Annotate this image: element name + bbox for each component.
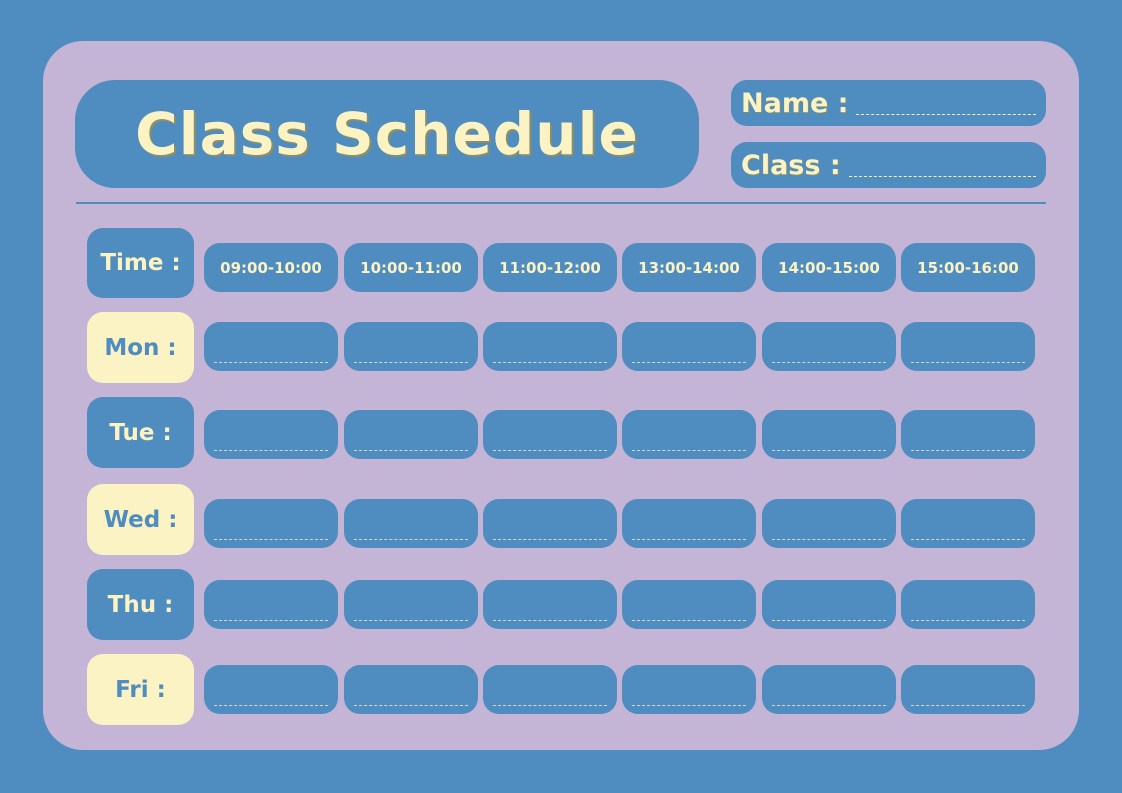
class-label: Class : xyxy=(741,149,841,181)
day-label-thu: Thu : xyxy=(87,569,194,640)
schedule-cell[interactable] xyxy=(483,410,617,459)
schedule-cell[interactable] xyxy=(344,580,478,629)
name-input-line[interactable] xyxy=(856,113,1036,115)
cell-write-line xyxy=(354,362,468,363)
schedule-cell[interactable] xyxy=(344,322,478,371)
schedule-cell[interactable] xyxy=(901,665,1035,714)
schedule-cell[interactable] xyxy=(622,322,756,371)
schedule-cell[interactable] xyxy=(483,499,617,548)
cell-write-line xyxy=(911,362,1025,363)
schedule-cell[interactable] xyxy=(762,410,896,459)
schedule-cell[interactable] xyxy=(901,580,1035,629)
name-field[interactable]: Name : xyxy=(731,80,1046,126)
cell-write-line xyxy=(493,450,607,451)
divider xyxy=(76,202,1046,204)
schedule-cell[interactable] xyxy=(483,665,617,714)
cell-write-line xyxy=(772,362,886,363)
time-slot-text: 15:00-16:00 xyxy=(917,258,1019,277)
time-slot-text: 10:00-11:00 xyxy=(360,258,462,277)
schedule-cell[interactable] xyxy=(901,410,1035,459)
page-title: Class Schedule xyxy=(135,100,639,168)
schedule-cell[interactable] xyxy=(204,322,338,371)
time-slot-header: 10:00-11:00 xyxy=(344,243,478,292)
time-slot-header: 11:00-12:00 xyxy=(483,243,617,292)
time-slot-header: 14:00-15:00 xyxy=(762,243,896,292)
class-field[interactable]: Class : xyxy=(731,142,1046,188)
schedule-cell[interactable] xyxy=(483,322,617,371)
cell-write-line xyxy=(632,705,746,706)
cell-write-line xyxy=(632,362,746,363)
schedule-cell[interactable] xyxy=(762,665,896,714)
cell-write-line xyxy=(493,705,607,706)
cell-write-line xyxy=(911,620,1025,621)
cell-write-line xyxy=(632,450,746,451)
time-label: Time : xyxy=(87,228,194,298)
schedule-cell[interactable] xyxy=(622,665,756,714)
time-slot-text: 09:00-10:00 xyxy=(220,258,322,277)
schedule-cell[interactable] xyxy=(622,410,756,459)
cell-write-line xyxy=(911,705,1025,706)
cell-write-line xyxy=(772,620,886,621)
schedule-cell[interactable] xyxy=(622,580,756,629)
cell-write-line xyxy=(493,362,607,363)
cell-write-line xyxy=(911,450,1025,451)
cell-write-line xyxy=(214,539,328,540)
time-slot-text: 14:00-15:00 xyxy=(778,258,880,277)
schedule-cell[interactable] xyxy=(762,580,896,629)
cell-write-line xyxy=(214,362,328,363)
title-banner: Class Schedule xyxy=(75,80,699,188)
cell-write-line xyxy=(214,705,328,706)
cell-write-line xyxy=(772,705,886,706)
cell-write-line xyxy=(632,620,746,621)
schedule-cell[interactable] xyxy=(622,499,756,548)
time-slot-header: 13:00-14:00 xyxy=(622,243,756,292)
name-label: Name : xyxy=(741,87,849,119)
time-slot-header: 09:00-10:00 xyxy=(204,243,338,292)
time-slot-header: 15:00-16:00 xyxy=(901,243,1035,292)
day-label-tue: Tue : xyxy=(87,397,194,468)
cell-write-line xyxy=(772,450,886,451)
day-label-wed: Wed : xyxy=(87,484,194,555)
cell-write-line xyxy=(911,539,1025,540)
cell-write-line xyxy=(354,620,468,621)
day-label-mon: Mon : xyxy=(87,312,194,383)
schedule-cell[interactable] xyxy=(344,499,478,548)
cell-write-line xyxy=(354,450,468,451)
class-input-line[interactable] xyxy=(848,175,1036,177)
schedule-cell[interactable] xyxy=(204,410,338,459)
schedule-cell[interactable] xyxy=(204,499,338,548)
cell-write-line xyxy=(493,539,607,540)
schedule-cell[interactable] xyxy=(204,665,338,714)
schedule-cell[interactable] xyxy=(344,665,478,714)
cell-write-line xyxy=(214,450,328,451)
cell-write-line xyxy=(493,620,607,621)
time-slot-text: 11:00-12:00 xyxy=(499,258,601,277)
schedule-cell[interactable] xyxy=(901,499,1035,548)
day-label-fri: Fri : xyxy=(87,654,194,725)
cell-write-line xyxy=(354,705,468,706)
schedule-cell[interactable] xyxy=(901,322,1035,371)
cell-write-line xyxy=(214,620,328,621)
cell-write-line xyxy=(632,539,746,540)
schedule-cell[interactable] xyxy=(762,322,896,371)
schedule-cell[interactable] xyxy=(762,499,896,548)
cell-write-line xyxy=(772,539,886,540)
schedule-cell[interactable] xyxy=(483,580,617,629)
cell-write-line xyxy=(354,539,468,540)
schedule-cell[interactable] xyxy=(344,410,478,459)
time-slot-text: 13:00-14:00 xyxy=(638,258,740,277)
schedule-cell[interactable] xyxy=(204,580,338,629)
